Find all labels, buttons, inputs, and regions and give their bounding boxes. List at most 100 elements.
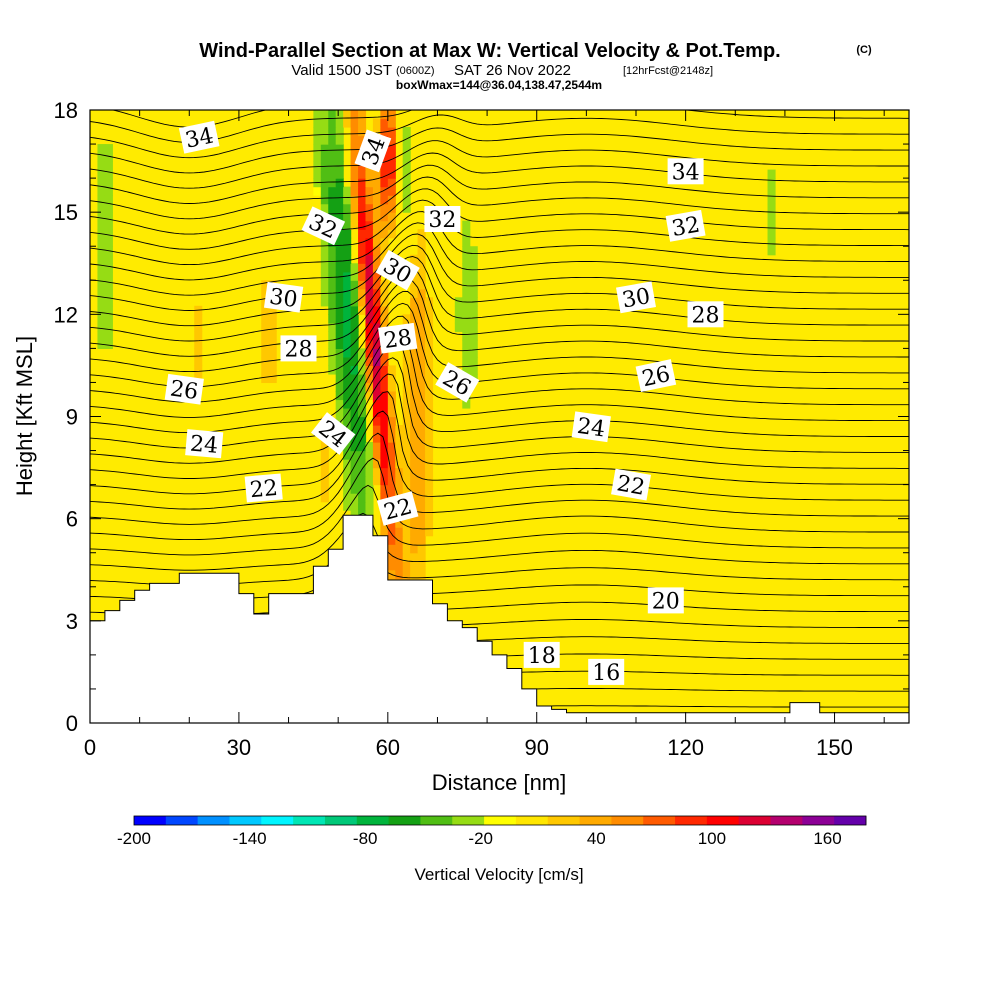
colorbar-swatch — [356, 816, 390, 825]
field-cell — [402, 416, 411, 426]
field-cell — [335, 373, 344, 384]
field-cell — [425, 433, 434, 443]
field-cell — [358, 501, 367, 511]
field-cell — [358, 399, 367, 409]
field-cell — [410, 552, 419, 562]
field-cell — [372, 186, 381, 196]
contour-label-text: 32 — [428, 208, 456, 233]
field-cell — [358, 263, 367, 273]
field-cell — [767, 229, 776, 239]
field-cell — [320, 127, 329, 137]
field-cell — [469, 356, 478, 367]
field-cell — [313, 118, 322, 128]
field-cell — [104, 305, 113, 315]
field-cell — [410, 407, 419, 418]
field-cell — [97, 314, 106, 324]
field-cell — [358, 382, 367, 392]
field-cell — [335, 246, 344, 256]
field-cell — [372, 271, 381, 281]
field-cell — [417, 527, 426, 537]
field-cell — [358, 476, 367, 486]
field-cell — [380, 220, 389, 230]
field-cell — [395, 442, 404, 452]
field-cell — [469, 348, 478, 358]
field-cell — [313, 110, 322, 120]
field-cell — [335, 127, 344, 137]
field-cell — [328, 365, 337, 375]
theta-contour — [90, 164, 909, 220]
field-cell — [104, 169, 113, 179]
field-cell — [387, 127, 396, 137]
colorbar-swatch — [293, 816, 326, 825]
field-cell — [268, 305, 277, 315]
field-cell — [462, 263, 471, 273]
field-cell — [425, 407, 434, 418]
field-cell — [335, 416, 344, 426]
field-cell — [417, 433, 426, 443]
field-cell — [767, 178, 776, 188]
field-cell — [343, 237, 352, 247]
field-cell — [372, 322, 381, 332]
field-cell — [410, 288, 419, 298]
field-cell — [104, 220, 113, 230]
colorbar-swatch — [547, 816, 580, 825]
field-cell — [387, 399, 396, 409]
field-cell — [395, 433, 404, 443]
field-cell — [425, 476, 434, 486]
field-cell — [380, 203, 389, 213]
field-cell — [261, 331, 270, 341]
contour-label-box — [435, 362, 480, 403]
field-cell — [767, 169, 776, 179]
field-cell — [358, 297, 367, 307]
field-cell — [104, 280, 113, 290]
field-cell — [410, 356, 419, 367]
contour-label: 30 — [263, 281, 304, 313]
field-cell — [335, 144, 344, 154]
colorbar-tick-label: 40 — [587, 829, 606, 848]
theta-contour — [90, 457, 909, 541]
contour-label: 28 — [687, 301, 724, 328]
contour-label-box — [378, 322, 418, 354]
field-cell — [104, 186, 113, 196]
field-cell — [462, 348, 471, 358]
field-cell — [425, 501, 434, 511]
field-cell — [372, 331, 381, 341]
field-cell — [462, 314, 471, 324]
field-cell — [104, 203, 113, 213]
field-cell — [320, 152, 329, 162]
field-cell — [365, 305, 374, 315]
field-cell — [454, 322, 463, 332]
field-cell — [343, 467, 352, 477]
field-cell — [335, 339, 344, 349]
field-cell — [372, 288, 381, 298]
field-cell — [335, 297, 344, 307]
field-cell — [425, 399, 434, 409]
field-cell — [104, 144, 113, 154]
field-cell — [343, 212, 352, 222]
field-cell — [425, 373, 434, 384]
field-cell — [462, 271, 471, 281]
field-cell — [425, 348, 434, 358]
theta-contour — [90, 357, 909, 464]
field-cell — [350, 442, 359, 452]
field-cell — [380, 161, 389, 171]
field-cell — [261, 322, 270, 332]
field-cell — [372, 476, 381, 486]
field-cell — [350, 220, 359, 230]
field-cell — [350, 493, 359, 503]
field-cell — [767, 246, 776, 256]
field-cell — [387, 484, 396, 494]
contour-label-text: 28 — [382, 325, 413, 354]
field-cell — [469, 305, 478, 315]
field-cell — [469, 254, 478, 264]
field-cell — [350, 212, 359, 222]
field-cell — [335, 110, 344, 120]
field-cell — [320, 280, 329, 290]
field-cell — [104, 152, 113, 162]
field-cell — [328, 339, 337, 349]
field-cell — [320, 203, 329, 213]
field-cell — [410, 433, 419, 443]
field-cell — [104, 178, 113, 188]
field-cell — [350, 399, 359, 409]
theta-contour — [90, 188, 909, 250]
